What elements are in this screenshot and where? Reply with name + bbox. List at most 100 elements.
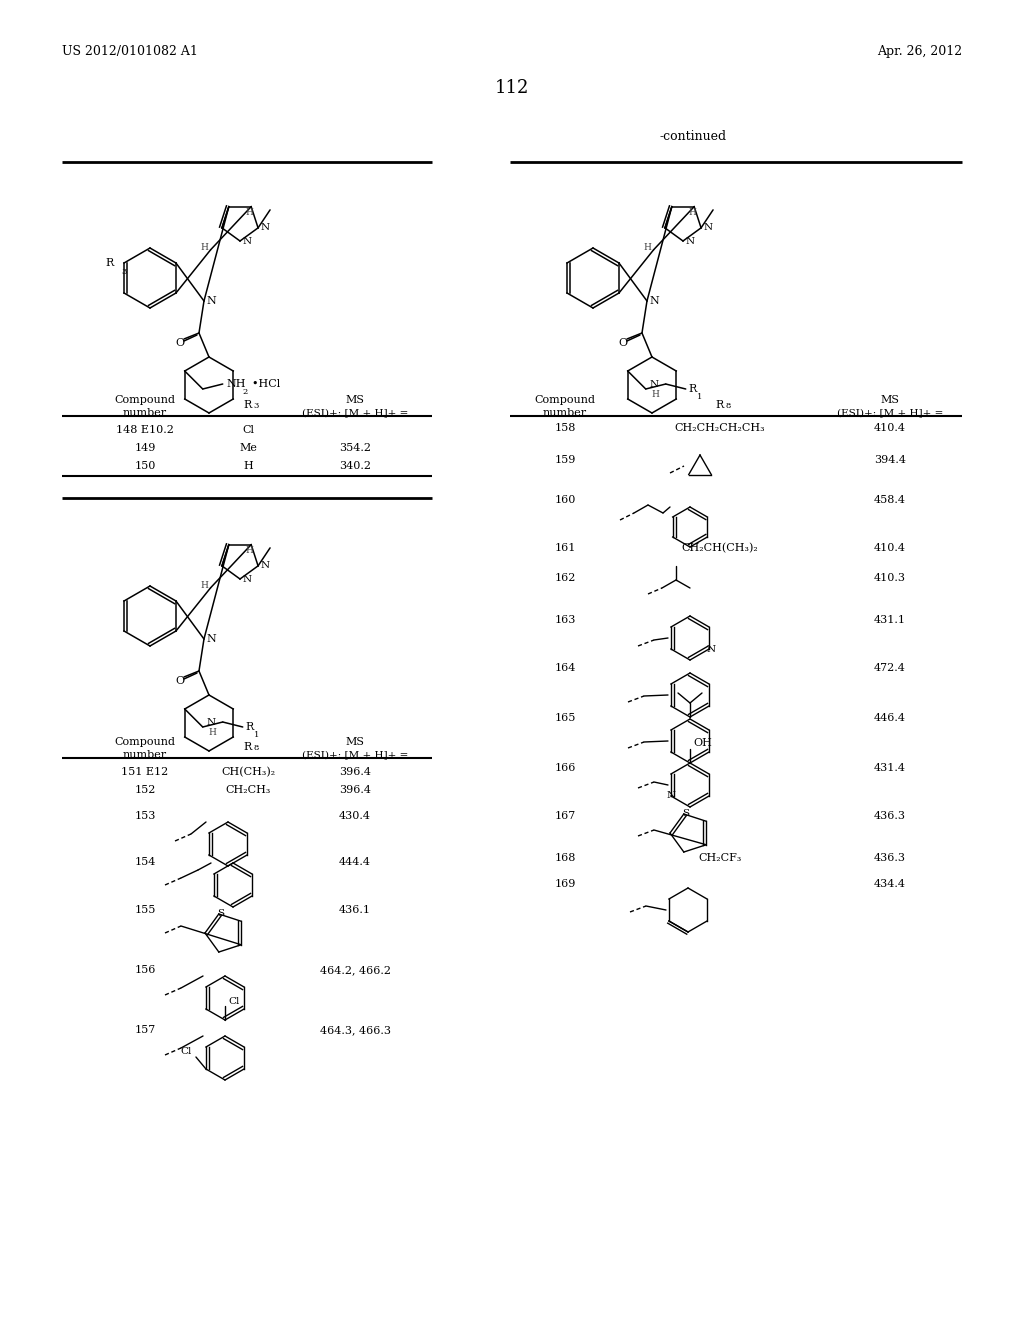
Text: 168: 168 (554, 853, 575, 863)
Text: CH(CH₃)₂: CH(CH₃)₂ (221, 767, 275, 777)
Text: 156: 156 (134, 965, 156, 975)
Text: N: N (260, 561, 269, 570)
Text: N: N (260, 223, 269, 232)
Text: O: O (618, 338, 628, 348)
Text: 1: 1 (254, 731, 259, 739)
Text: 153: 153 (134, 810, 156, 821)
Text: 3: 3 (253, 403, 258, 411)
Text: N: N (686, 236, 695, 246)
Text: H: H (245, 209, 253, 216)
Text: 164: 164 (554, 663, 575, 673)
Text: N: N (206, 296, 216, 306)
Text: 434.4: 434.4 (874, 879, 906, 888)
Text: 159: 159 (554, 455, 575, 465)
Text: H: H (652, 389, 659, 399)
Text: (ESI)+: [M + H]+ =: (ESI)+: [M + H]+ = (837, 408, 943, 417)
Text: 446.4: 446.4 (874, 713, 906, 723)
Text: 340.2: 340.2 (339, 461, 371, 471)
Text: MS: MS (881, 395, 899, 405)
Text: 157: 157 (134, 1026, 156, 1035)
Text: 3: 3 (121, 268, 126, 276)
Text: 458.4: 458.4 (874, 495, 906, 506)
Text: Compound: Compound (115, 737, 175, 747)
Text: 169: 169 (554, 879, 575, 888)
Text: R: R (246, 722, 254, 733)
Text: N: N (243, 236, 252, 246)
Text: 158: 158 (554, 422, 575, 433)
Text: N: N (649, 380, 658, 389)
Text: 464.2, 466.2: 464.2, 466.2 (319, 965, 390, 975)
Text: 112: 112 (495, 79, 529, 96)
Text: 396.4: 396.4 (339, 785, 371, 795)
Text: Me: Me (239, 444, 257, 453)
Text: 165: 165 (554, 713, 575, 723)
Text: CH₂CH₂CH₂CH₃: CH₂CH₂CH₂CH₃ (675, 422, 765, 433)
Text: 410.3: 410.3 (874, 573, 906, 583)
Text: 151 E12: 151 E12 (122, 767, 169, 777)
Text: 436.1: 436.1 (339, 906, 371, 915)
Text: Cl: Cl (180, 1047, 191, 1056)
Text: •HCl: •HCl (245, 379, 280, 389)
Text: 394.4: 394.4 (874, 455, 906, 465)
Text: O: O (175, 338, 184, 348)
Text: H: H (201, 581, 209, 590)
Text: 148 E10.2: 148 E10.2 (116, 425, 174, 436)
Text: 1: 1 (696, 393, 702, 401)
Text: 154: 154 (134, 857, 156, 867)
Text: 436.3: 436.3 (874, 853, 906, 863)
Text: 149: 149 (134, 444, 156, 453)
Text: N: N (206, 718, 215, 727)
Text: number: number (123, 408, 167, 418)
Text: H: H (201, 243, 209, 252)
Text: N: N (649, 296, 658, 306)
Text: OH: OH (693, 738, 712, 748)
Text: 396.4: 396.4 (339, 767, 371, 777)
Text: N: N (703, 223, 713, 232)
Text: N: N (206, 634, 216, 644)
Text: NH: NH (226, 379, 246, 389)
Text: 150: 150 (134, 461, 156, 471)
Text: Compound: Compound (115, 395, 175, 405)
Text: R: R (105, 257, 114, 268)
Text: MS: MS (345, 395, 365, 405)
Text: number: number (123, 750, 167, 760)
Text: R: R (244, 742, 252, 752)
Text: R: R (244, 400, 252, 411)
Text: US 2012/0101082 A1: US 2012/0101082 A1 (62, 45, 198, 58)
Text: -continued: -continued (659, 129, 727, 143)
Text: 444.4: 444.4 (339, 857, 371, 867)
Text: 431.4: 431.4 (874, 763, 906, 774)
Text: 8: 8 (253, 744, 258, 752)
Text: Cl: Cl (242, 425, 254, 436)
Text: Apr. 26, 2012: Apr. 26, 2012 (877, 45, 962, 58)
Text: 152: 152 (134, 785, 156, 795)
Text: H: H (243, 461, 253, 471)
Text: 436.3: 436.3 (874, 810, 906, 821)
Text: H: H (644, 243, 651, 252)
Text: CH₂CH₃: CH₂CH₃ (225, 785, 270, 795)
Text: Cl: Cl (228, 998, 240, 1006)
Text: 431.1: 431.1 (874, 615, 906, 624)
Text: (ESI)+: [M + H]+ =: (ESI)+: [M + H]+ = (302, 751, 409, 759)
Text: 161: 161 (554, 543, 575, 553)
Text: 2: 2 (243, 388, 248, 396)
Text: H: H (688, 209, 696, 216)
Text: S: S (217, 909, 224, 919)
Text: H: H (209, 729, 217, 737)
Text: R: R (716, 400, 724, 411)
Text: 410.4: 410.4 (874, 543, 906, 553)
Text: 167: 167 (554, 810, 575, 821)
Text: N: N (243, 574, 252, 583)
Text: MS: MS (345, 737, 365, 747)
Text: N: N (707, 644, 716, 653)
Text: 163: 163 (554, 615, 575, 624)
Text: 155: 155 (134, 906, 156, 915)
Text: 410.4: 410.4 (874, 422, 906, 433)
Text: number: number (543, 408, 587, 418)
Text: Compound: Compound (535, 395, 596, 405)
Text: CH₂CH(CH₃)₂: CH₂CH(CH₃)₂ (682, 543, 759, 553)
Text: 472.4: 472.4 (874, 663, 906, 673)
Text: 166: 166 (554, 763, 575, 774)
Text: 354.2: 354.2 (339, 444, 371, 453)
Text: O: O (175, 676, 184, 686)
